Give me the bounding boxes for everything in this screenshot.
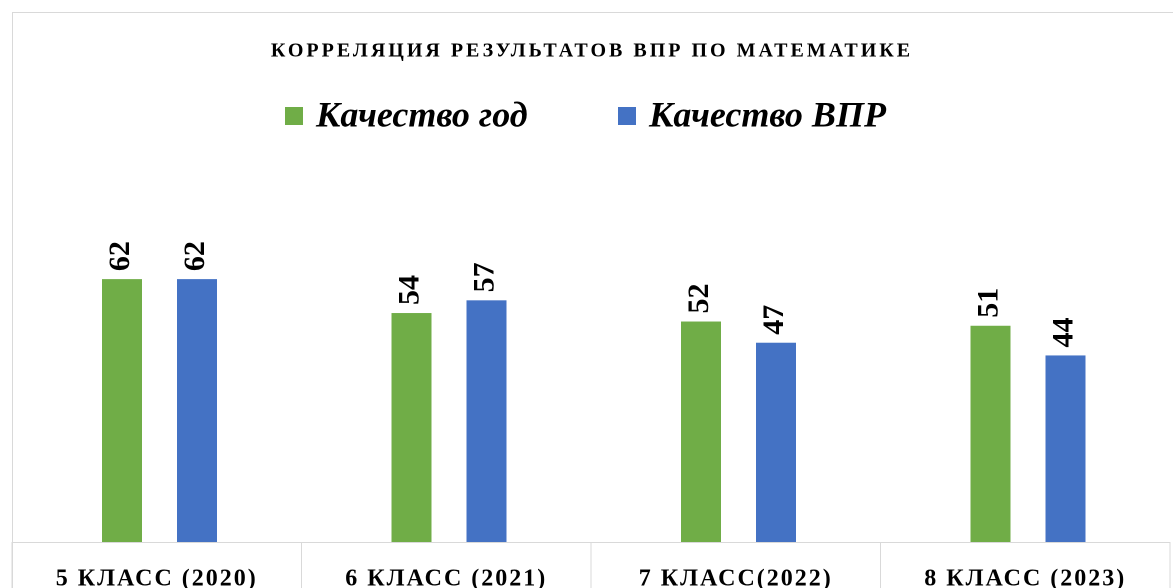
x-tick-label: 6 КЛАСС (2021)	[345, 566, 547, 588]
data-label: 47	[757, 305, 790, 335]
x-tick-label: 7 КЛАСС(2022)	[639, 566, 833, 588]
legend-label: Качество ВПР	[648, 94, 887, 134]
chart-title: КОРРЕЛЯЦИЯ РЕЗУЛЬТАТОВ ВПР ПО МАТЕМАТИКЕ	[271, 40, 913, 62]
data-label: 62	[103, 241, 136, 271]
bar	[102, 279, 142, 542]
bar	[681, 321, 721, 542]
legend-label: Качество год	[315, 94, 528, 134]
legend-swatch	[618, 107, 636, 125]
bar	[391, 313, 432, 542]
data-label: 52	[682, 284, 715, 314]
data-label: 44	[1046, 317, 1079, 347]
data-label: 54	[392, 275, 425, 305]
bar	[177, 279, 217, 542]
bar	[466, 300, 507, 542]
data-label: 62	[178, 241, 211, 271]
data-label: 57	[467, 262, 500, 292]
bar	[1045, 355, 1086, 542]
bar	[970, 325, 1011, 542]
x-tick-label: 8 КЛАСС (2023)	[924, 566, 1126, 588]
data-label: 51	[971, 288, 1004, 318]
legend-swatch	[285, 107, 303, 125]
x-tick-label: 5 КЛАСС (2020)	[56, 566, 258, 588]
bar	[756, 342, 796, 542]
